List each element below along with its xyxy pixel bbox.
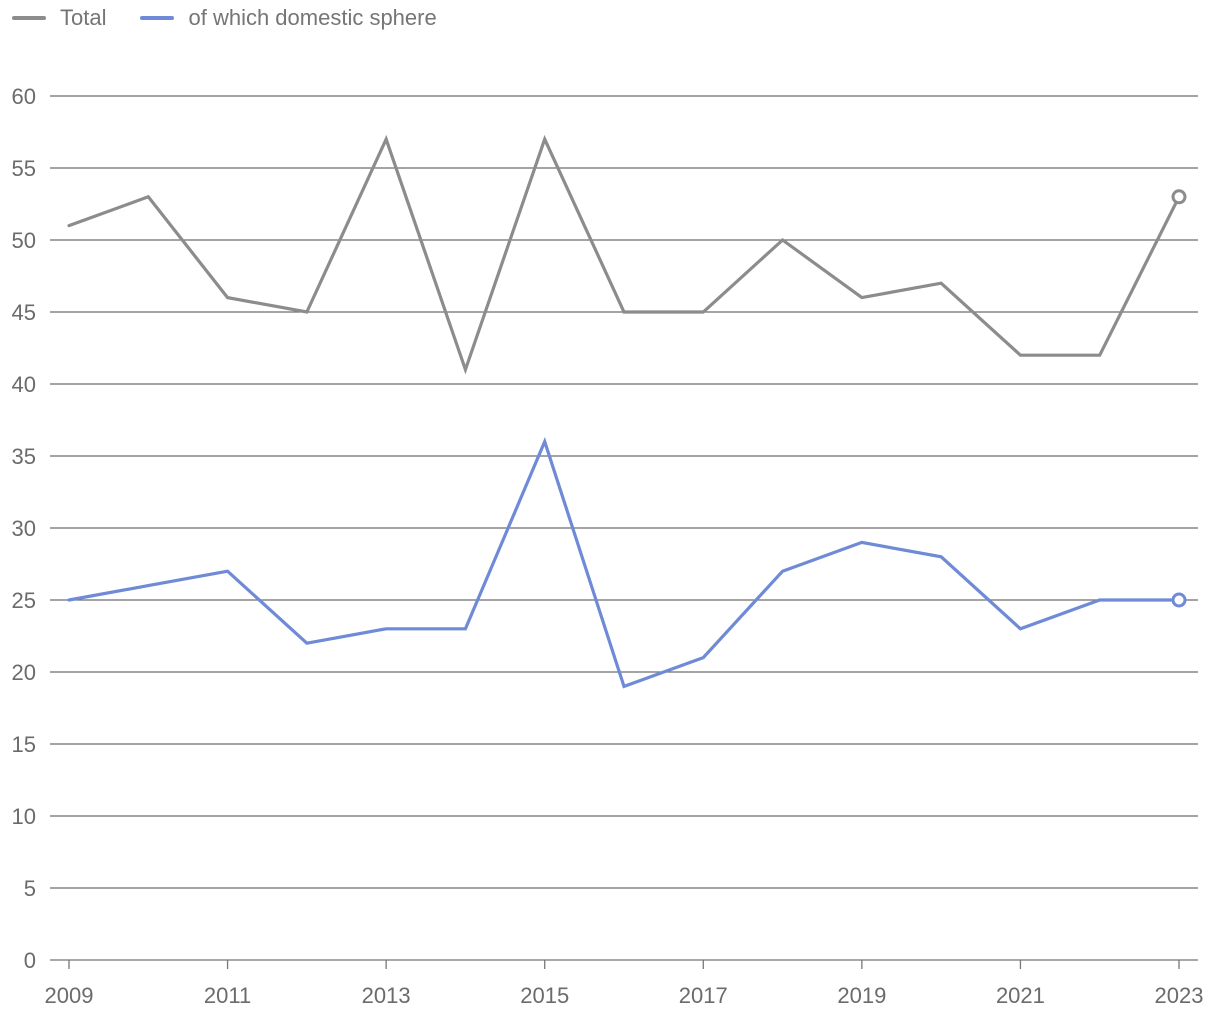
- x-axis: 2009 2011 2013 2015 2017 2019 2021 2023: [45, 960, 1204, 1008]
- x-tick-label-2009: 2009: [45, 983, 94, 1008]
- y-tick-label-55: 55: [12, 156, 36, 181]
- data-point-total-2013: [385, 138, 387, 140]
- data-point-total-2009: [68, 225, 70, 227]
- data-point-total-2016: [623, 311, 625, 313]
- series-of-which-domestic-sphere: [67, 437, 1187, 689]
- legend-swatch-total: [12, 16, 46, 20]
- x-tick-label-2011: 2011: [204, 983, 251, 1008]
- legend-item-domestic-sphere[interactable]: of which domestic sphere: [140, 5, 437, 31]
- data-point-total-2018: [782, 239, 784, 241]
- series-line-of-which-domestic-sphere: [67, 437, 1181, 689]
- data-point-total-2012: [306, 311, 308, 313]
- data-point-of-which-domestic-sphere-2009: [68, 599, 70, 601]
- x-tick-label-2015: 2015: [520, 983, 569, 1008]
- x-tick-label-2017: 2017: [679, 983, 728, 1008]
- data-point-of-which-domestic-sphere-2013: [385, 628, 387, 630]
- x-tick-label-2021: 2021: [996, 983, 1045, 1008]
- data-point-total-2021: [1019, 354, 1021, 356]
- series-line-total: [67, 134, 1181, 375]
- data-point-of-which-domestic-sphere-2016: [623, 685, 625, 687]
- y-tick-label-20: 20: [12, 660, 36, 685]
- data-point-of-which-domestic-sphere-2019: [861, 541, 863, 543]
- data-point-of-which-domestic-sphere-2011: [227, 570, 229, 572]
- legend-swatch-domestic-sphere: [140, 16, 175, 20]
- y-tick-label-30: 30: [12, 516, 36, 541]
- data-point-of-which-domestic-sphere-2015: [544, 441, 546, 443]
- x-tick-label-2013: 2013: [362, 983, 411, 1008]
- grid-lines: [50, 95, 1198, 961]
- y-tick-label-25: 25: [12, 588, 36, 613]
- data-point-of-which-domestic-sphere-2017: [702, 657, 704, 659]
- y-tick-label-10: 10: [12, 804, 36, 829]
- y-tick-label-50: 50: [12, 228, 36, 253]
- legend-label-total: Total: [60, 5, 107, 30]
- end-marker-total: [1171, 189, 1187, 205]
- data-point-of-which-domestic-sphere-2018: [782, 570, 784, 572]
- data-point-total-2019: [861, 297, 863, 299]
- x-tick-label-2023: 2023: [1155, 983, 1204, 1008]
- data-point-total-2015: [544, 138, 546, 140]
- legend-label-domestic-sphere: of which domestic sphere: [188, 5, 437, 30]
- data-point-of-which-domestic-sphere-2022: [1099, 599, 1101, 601]
- y-tick-label-15: 15: [12, 732, 36, 757]
- data-point-total-2017: [702, 311, 704, 313]
- data-point-of-which-domestic-sphere-2012: [306, 642, 308, 644]
- series-lines: [67, 134, 1187, 689]
- data-point-of-which-domestic-sphere-2010: [147, 585, 149, 587]
- data-point-total-2010: [147, 196, 149, 198]
- chart-legend: Total of which domestic sphere: [12, 4, 437, 32]
- y-tick-label-35: 35: [12, 444, 36, 469]
- data-point-of-which-domestic-sphere-2020: [940, 556, 942, 558]
- x-tick-label-2019: 2019: [837, 983, 886, 1008]
- y-tick-label-45: 45: [12, 300, 36, 325]
- data-point-of-which-domestic-sphere-2014: [464, 628, 466, 630]
- end-marker-of-which-domestic-sphere: [1171, 592, 1187, 608]
- legend-item-total[interactable]: Total: [12, 5, 106, 31]
- y-tick-label-60: 60: [12, 84, 36, 109]
- data-point-total-2020: [940, 282, 942, 284]
- data-point-of-which-domestic-sphere-2021: [1019, 628, 1021, 630]
- data-point-total-2014: [464, 369, 466, 371]
- y-tick-label-40: 40: [12, 372, 36, 397]
- data-point-total-2022: [1099, 354, 1101, 356]
- data-point-total-2011: [227, 297, 229, 299]
- y-tick-label-0: 0: [24, 948, 36, 973]
- series-total: [67, 134, 1187, 375]
- y-axis-tick-labels: 0 5 10 15 20 25 30 35 40 45 50 55 60: [12, 84, 36, 973]
- y-tick-label-5: 5: [24, 876, 36, 901]
